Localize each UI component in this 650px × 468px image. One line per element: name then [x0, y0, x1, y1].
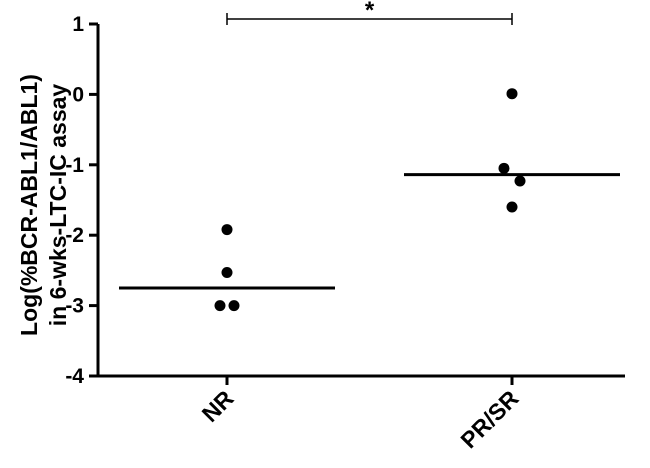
y-tick-label: 1	[72, 13, 84, 36]
y-tick-label: -4	[65, 365, 84, 388]
data-point	[514, 175, 526, 187]
data-point	[221, 224, 233, 236]
y-axis-title: Log(%BCR-ABL1/ABL1) in 6-wks-LTC-IC assa…	[16, 74, 71, 336]
data-point	[214, 300, 226, 312]
data-marks	[119, 88, 620, 312]
y-axis-title-line-1: Log(%BCR-ABL1/ABL1)	[16, 74, 42, 336]
x-ticks: NR PR/SR	[197, 376, 524, 453]
y-tick-label: -3	[65, 295, 84, 318]
y-tick-label: -2	[65, 224, 84, 247]
y-axis-title-line-2: in 6-wks-LTC-IC assay	[45, 84, 71, 327]
y-tick-label: -1	[65, 154, 84, 177]
x-tick-label: NR	[197, 385, 239, 427]
significance-label: *	[365, 0, 375, 24]
data-point	[506, 201, 518, 213]
data-point	[221, 267, 233, 279]
data-point	[498, 162, 510, 174]
x-tick-label: PR/SR	[455, 385, 523, 453]
significance-bracket: *	[226, 0, 513, 25]
data-point	[506, 88, 518, 100]
y-tick-label: 0	[72, 83, 84, 106]
y-ticks: 1 0 -1 -2 -3 -4	[65, 13, 98, 388]
data-point	[228, 300, 240, 312]
